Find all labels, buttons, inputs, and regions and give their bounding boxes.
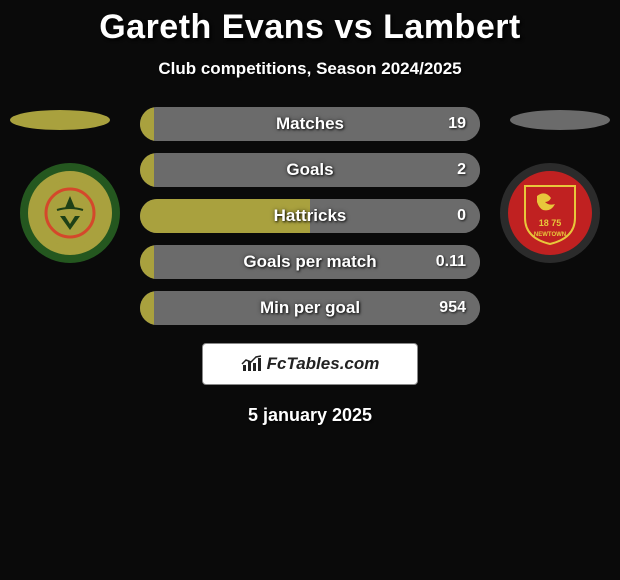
stat-pill: Matches19 [140, 107, 480, 141]
stat-pill: Min per goal954 [140, 291, 480, 325]
stat-right-value: 954 [425, 291, 480, 325]
chart-icon [241, 355, 263, 373]
left-eyebrow [10, 110, 110, 130]
stat-label: Matches [140, 107, 480, 141]
stat-right-value: 19 [434, 107, 480, 141]
crest-icon: 18 75 NEWTOWN [515, 178, 585, 248]
brand-box[interactable]: FcTables.com [202, 343, 418, 385]
svg-text:NEWTOWN: NEWTOWN [534, 232, 566, 238]
crest-icon [35, 178, 105, 248]
stat-label: Hattricks [140, 199, 480, 233]
stat-left-value [140, 199, 168, 233]
stat-right-value: 2 [443, 153, 480, 187]
stat-pill: Goals2 [140, 153, 480, 187]
stat-right-value: 0.11 [422, 245, 480, 279]
subtitle: Club competitions, Season 2024/2025 [0, 59, 620, 79]
stat-pills: Matches19 Goals2 Hattricks0 Goals per match… [140, 107, 480, 337]
right-eyebrow [510, 110, 610, 130]
comparison-area: 18 75 NEWTOWN Matches19 Goals2 Hattricks0 G… [0, 107, 620, 337]
stat-left-value [140, 107, 168, 141]
right-team-badge: 18 75 NEWTOWN [500, 163, 600, 263]
left-team-badge [20, 163, 120, 263]
stat-right-value: 0 [443, 199, 480, 233]
date: 5 january 2025 [0, 405, 620, 426]
stat-pill: Hattricks0 [140, 199, 480, 233]
stat-pill: Goals per match0.11 [140, 245, 480, 279]
svg-text:18 75: 18 75 [539, 218, 562, 228]
stat-left-value [140, 153, 168, 187]
brand-text: FcTables.com [267, 354, 380, 374]
title: Gareth Evans vs Lambert [0, 0, 620, 47]
stat-left-value [140, 245, 168, 279]
stat-left-value [140, 291, 168, 325]
stat-label: Goals [140, 153, 480, 187]
